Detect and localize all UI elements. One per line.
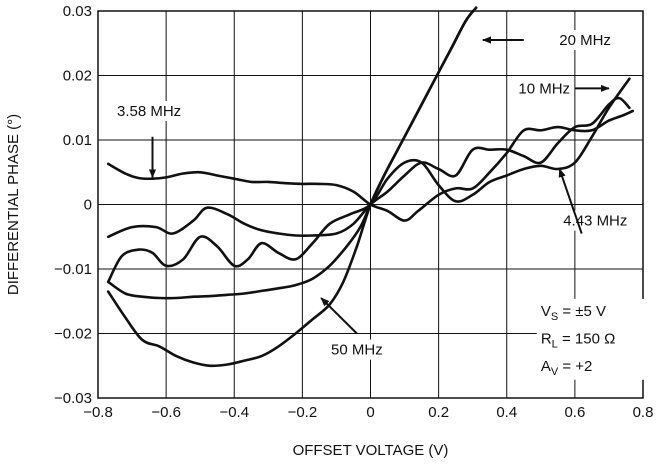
annotations-group: 3.58 MHz 4.43 MHz 10 MHz 20 MHz 50 MHz — [113, 30, 631, 360]
conditions-background — [536, 298, 657, 380]
annotation-label: 3.58 MHz — [117, 103, 181, 120]
annotation-label: 4.43 MHz — [563, 213, 627, 230]
annotation-arrow — [558, 168, 583, 234]
y-tick-label: −0.01 — [54, 261, 92, 278]
condition-supply-voltage: VS = ±5 V — [541, 303, 606, 323]
annotation-label-background — [560, 210, 631, 231]
x-tick-label: 0.8 — [633, 404, 654, 421]
y-tick-label: −0.03 — [54, 390, 92, 407]
x-tick-label: 0 — [366, 404, 374, 421]
y-axis-label: DIFFERENTIAL PHASE (°) — [5, 114, 22, 295]
series-group — [106, 6, 635, 368]
series-line-4-43-mhz — [106, 96, 631, 239]
y-tick-label: 0.02 — [63, 68, 92, 85]
series-line-50-mhz — [106, 6, 478, 368]
annotation-label-background — [113, 100, 185, 121]
test-conditions: VS = ±5 V RL = 150 Ω AV = +2 — [536, 298, 657, 380]
plot-frame — [97, 10, 644, 399]
annotation-label: 20 MHz — [559, 32, 611, 49]
series-line-20-mhz — [106, 6, 478, 300]
x-tick-label: 0.6 — [564, 404, 585, 421]
x-tick-label: −0.6 — [151, 404, 181, 421]
x-tick-label: 0.4 — [496, 404, 517, 421]
condition-load-resistance: RL = 150 Ω — [541, 331, 616, 351]
y-tick-label: 0.01 — [63, 132, 92, 149]
series-line-10-mhz — [106, 77, 631, 284]
x-tick-label: −0.8 — [83, 404, 113, 421]
annotation-label-background — [515, 78, 574, 99]
x-axis-label: OFFSET VOLTAGE (V) — [293, 442, 449, 459]
annotation-label: 10 MHz — [518, 80, 570, 97]
y-tick-label: 0.03 — [63, 3, 92, 20]
annotation-label-background — [556, 30, 614, 51]
grid — [98, 11, 643, 398]
tick-labels-group: −0.8 −0.6 −0.4 −0.2 0 0.2 0.4 0.6 0.8 0.03 0.02 0.0… — [54, 3, 653, 421]
y-tick-label: −0.02 — [54, 326, 92, 343]
annotation-arrow — [320, 297, 358, 335]
y-tick-label: 0 — [84, 197, 92, 214]
x-tick-label: −0.2 — [288, 404, 318, 421]
x-tick-label: 0.2 — [428, 404, 449, 421]
x-tick-label: −0.4 — [219, 404, 249, 421]
annotation-label: 50 MHz — [331, 342, 383, 359]
annotation-label-background — [328, 339, 386, 360]
